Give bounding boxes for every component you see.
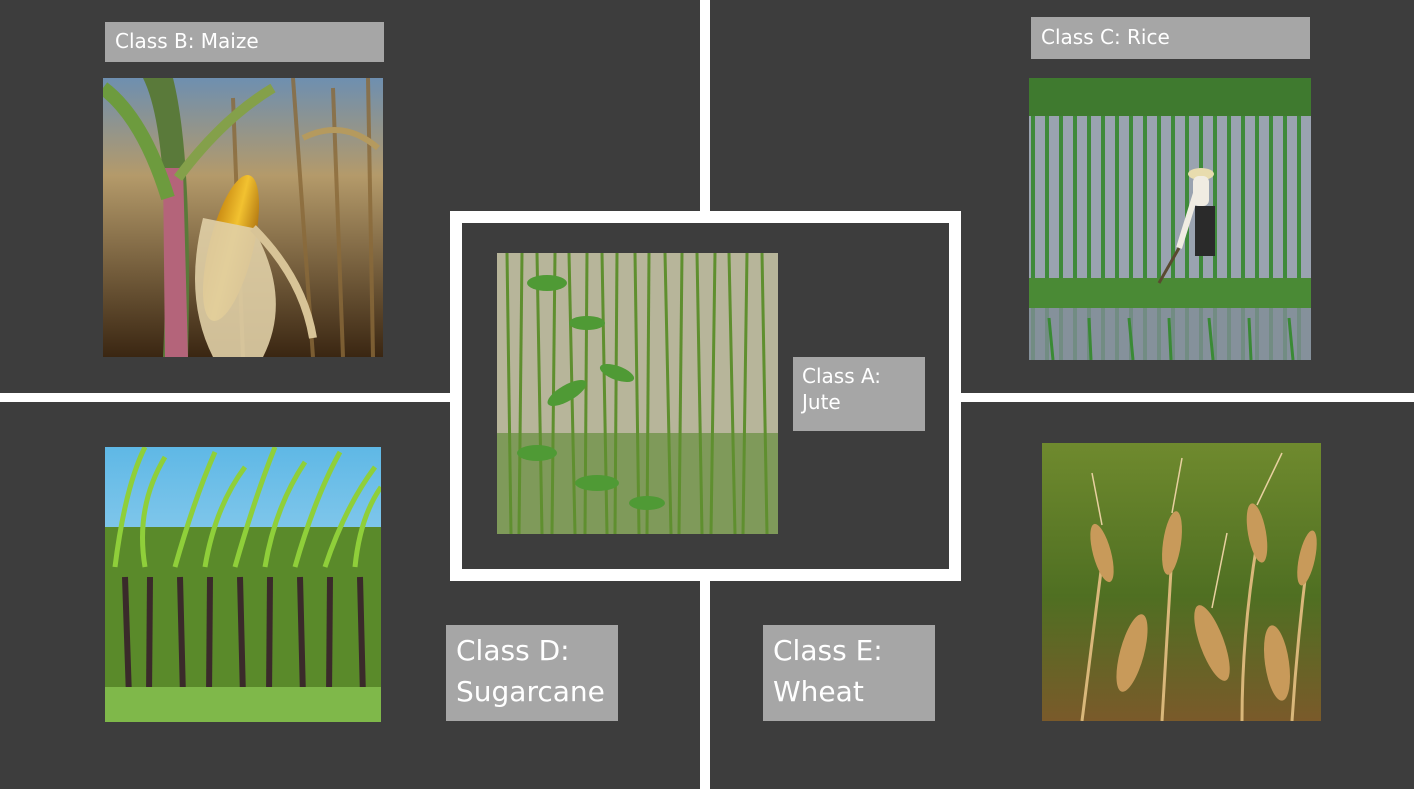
horizontal-divider-right [960, 393, 1414, 402]
jute-photo [497, 253, 778, 534]
class-e-label: Class E: Wheat [763, 625, 935, 721]
class-c-label: Class C: Rice [1031, 17, 1310, 59]
class-a-label: Class A: Jute [793, 357, 925, 431]
class-b-label: Class B: Maize [105, 22, 384, 62]
horizontal-divider-left [0, 393, 451, 402]
class-d-label: Class D: Sugarcane [446, 625, 618, 721]
maize-photo [103, 78, 383, 357]
rice-photo [1029, 78, 1311, 360]
vertical-divider-bottom [700, 580, 710, 789]
sugarcane-photo [105, 447, 381, 722]
vertical-divider-top [700, 0, 710, 212]
wheat-photo [1042, 443, 1321, 721]
